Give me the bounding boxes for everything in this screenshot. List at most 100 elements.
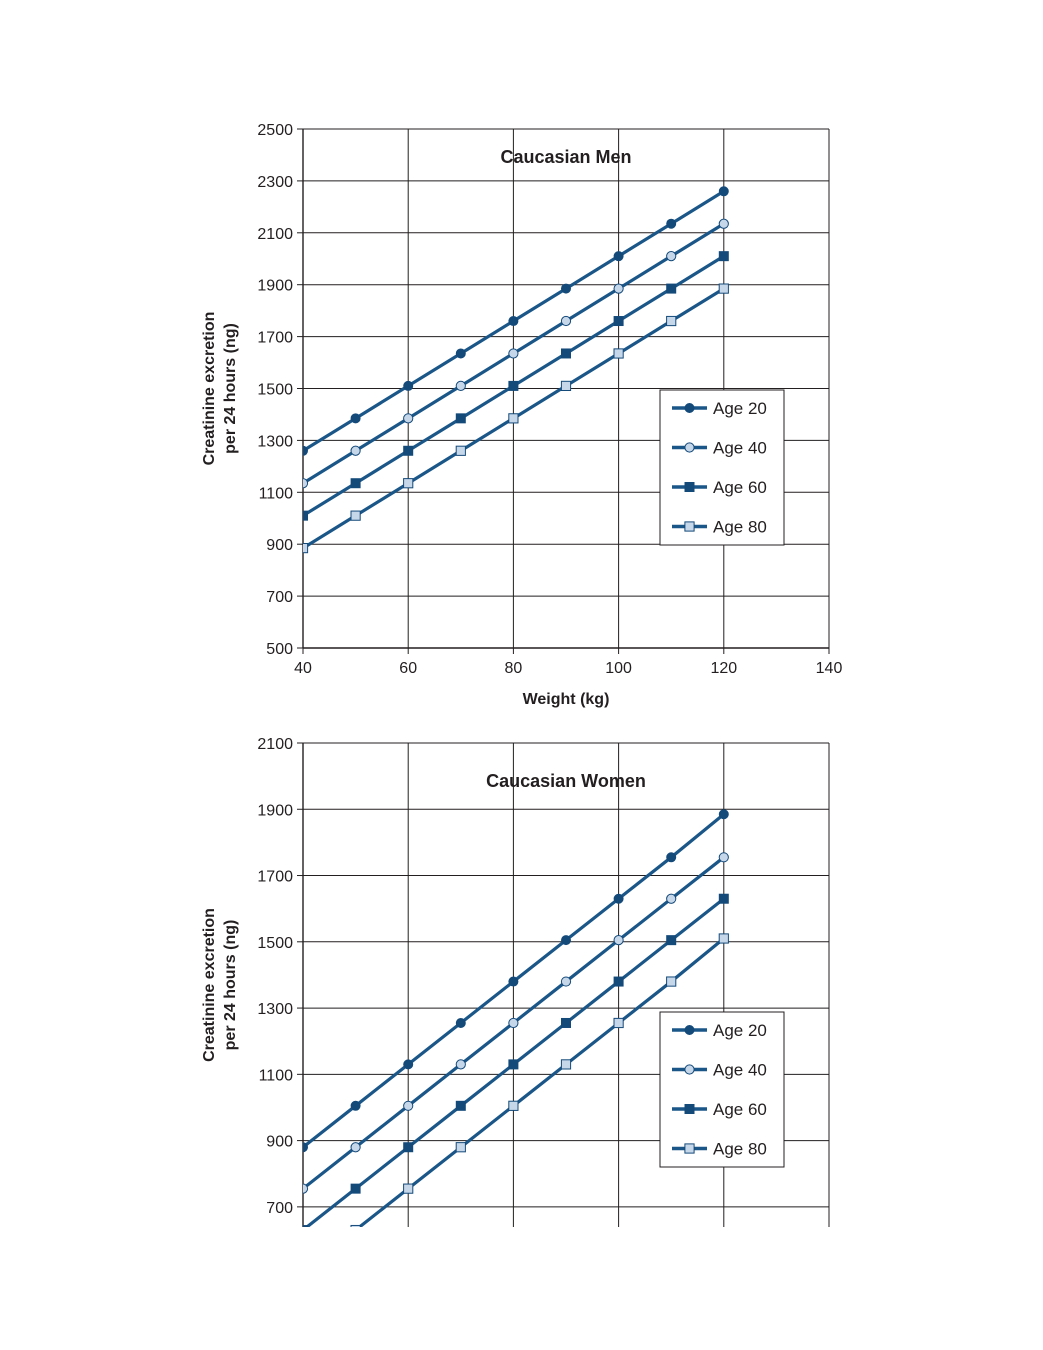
data-point-age-80 (718, 933, 729, 944)
data-point-age-40 (718, 852, 729, 863)
data-point-age-60 (718, 251, 729, 262)
data-point-age-60 (561, 1017, 572, 1028)
data-point-age-40 (613, 935, 624, 946)
legend-marker-age-80 (684, 521, 695, 532)
legend-label: Age 40 (713, 439, 767, 458)
y-tick-label: 1700 (257, 330, 293, 347)
legend-marker-age-20 (684, 402, 695, 413)
data-point-age-80 (560, 1059, 572, 1070)
legend-label: Age 60 (713, 1100, 767, 1119)
series-age-80 (303, 283, 729, 554)
data-point-age-40 (718, 218, 729, 229)
legend: Age 20 Age 40 Age 60 Age 80 (659, 389, 785, 546)
x-tick-label: 40 (294, 660, 312, 677)
data-point-age-60 (718, 893, 729, 904)
data-point-age-80 (666, 976, 677, 987)
legend: Age 20 Age 40 Age 60 Age 80 (659, 1011, 785, 1168)
data-point-age-20 (718, 186, 729, 197)
legend-item-age-80: Age 80 (672, 518, 767, 537)
data-point-age-20 (718, 809, 729, 820)
series-age-80 (298, 933, 729, 1276)
legend-marker-age-60 (684, 481, 695, 492)
legend-marker-age-60 (684, 1104, 695, 1115)
legend-marker-age-20 (684, 1025, 695, 1036)
data-point-age-80 (666, 315, 677, 327)
data-point-age-60 (350, 478, 361, 489)
y-tick-label: 1900 (257, 802, 293, 819)
data-point-age-80 (455, 1142, 466, 1153)
data-point-age-60 (666, 935, 677, 946)
data-point-age-40 (613, 283, 624, 294)
y-tick-label: 1300 (257, 433, 293, 450)
data-point-age-20 (561, 283, 572, 294)
data-point-age-80 (613, 1017, 624, 1029)
data-point-age-20 (613, 893, 624, 904)
y-tick-label: 1700 (257, 869, 293, 886)
legend-item-age-40: Age 40 (672, 439, 767, 458)
data-point-age-80 (403, 1183, 414, 1194)
chart-caucasian-women: 700 900 1100 1300 1500 1700 1900 2100 Caucasian … (201, 736, 830, 1276)
x-tick-label: 140 (816, 660, 843, 677)
legend-marker-age-80 (684, 1143, 695, 1154)
y-tick-label: 2100 (257, 736, 293, 753)
data-point-age-20 (508, 316, 519, 327)
y-tick-label: 1100 (259, 485, 294, 502)
legend-label: Age 80 (713, 518, 767, 537)
data-point-age-80 (718, 283, 729, 294)
legend-item-age-60: Age 60 (672, 1100, 767, 1119)
legend-marker-age-40 (684, 442, 695, 453)
y-tick-label: 700 (266, 1200, 293, 1217)
legend-label: Age 20 (713, 399, 767, 418)
y-axis-label: Creatinine excretion per 24 hours (ng) (201, 908, 239, 1062)
data-point-age-60 (666, 283, 677, 294)
data-point-age-40 (508, 348, 519, 359)
data-point-age-60 (303, 510, 308, 521)
plot-area (298, 809, 729, 1276)
chart-title: Caucasian Women (486, 771, 646, 791)
data-point-age-40 (455, 380, 466, 392)
data-point-age-80 (303, 542, 309, 554)
data-point-age-20 (455, 1017, 466, 1028)
legend-box (659, 389, 785, 546)
data-point-age-40 (350, 445, 361, 456)
y-tick-label: 1900 (257, 278, 293, 295)
data-point-age-80 (403, 478, 414, 489)
data-point-age-20 (666, 852, 677, 863)
data-point-age-20 (303, 445, 308, 456)
plot-area (303, 186, 729, 554)
x-tick-label: 120 (710, 660, 737, 677)
data-point-age-40 (666, 251, 677, 262)
legend-item-age-40: Age 40 (672, 1061, 767, 1080)
data-point-age-20 (403, 1059, 414, 1070)
data-point-age-60 (613, 976, 624, 987)
legend-item-age-60: Age 60 (672, 478, 767, 497)
y-axis-label-line: Creatinine excretion (201, 908, 218, 1062)
legend-label: Age 20 (713, 1021, 767, 1040)
data-point-age-40 (303, 478, 309, 489)
x-tick-labels: 40 60 80 100 120 140 (294, 648, 842, 677)
data-point-age-20 (303, 1142, 308, 1153)
y-axis-label-line: Creatinine excretion (201, 312, 218, 466)
legend-box (659, 1011, 785, 1168)
y-tick-label: 1500 (257, 935, 293, 952)
data-point-age-20 (561, 935, 572, 946)
data-point-age-40 (560, 976, 572, 987)
y-axis-label: Creatinine excretion per 24 hours (ng) (201, 312, 239, 466)
data-point-age-60 (403, 445, 414, 456)
data-point-age-20 (666, 218, 677, 229)
legend-item-age-80: Age 80 (672, 1140, 767, 1159)
data-point-age-20 (613, 251, 624, 262)
data-point-age-40 (403, 413, 414, 424)
chart-title: Caucasian Men (500, 147, 631, 167)
series-age-40 (303, 218, 729, 489)
data-point-age-60 (403, 1142, 414, 1153)
data-point-age-80 (298, 1267, 307, 1276)
data-point-age-40 (350, 1142, 361, 1153)
data-point-age-80 (508, 1100, 519, 1111)
y-tick-label: 900 (266, 537, 293, 554)
legend-label: Age 40 (713, 1061, 767, 1080)
y-axis-label-line: per 24 hours (ng) (222, 323, 239, 454)
series-age-60 (303, 893, 729, 1227)
data-point-age-20 (455, 348, 466, 359)
